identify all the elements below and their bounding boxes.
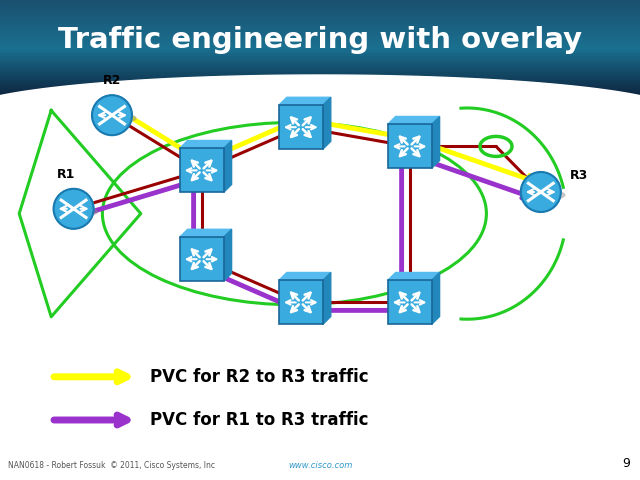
Ellipse shape <box>521 190 564 200</box>
Bar <box>0 90 640 92</box>
Bar <box>0 63 640 65</box>
Bar <box>0 69 640 71</box>
Bar <box>0 7 640 10</box>
Bar <box>0 55 640 57</box>
Bar <box>0 57 640 59</box>
Bar <box>0 72 640 74</box>
Bar <box>0 68 640 70</box>
Bar <box>0 30 640 32</box>
Bar <box>0 61 640 63</box>
Bar <box>0 48 640 51</box>
Bar <box>0 9 640 11</box>
Bar <box>0 80 640 83</box>
Ellipse shape <box>54 207 98 217</box>
Bar <box>0 11 640 12</box>
Bar <box>0 58 640 60</box>
Bar <box>0 86 640 89</box>
Polygon shape <box>323 273 331 324</box>
Bar <box>0 74 640 76</box>
Bar <box>0 52 640 54</box>
Bar <box>0 15 640 17</box>
Bar <box>0 39 640 41</box>
Bar <box>0 42 640 44</box>
Text: R2: R2 <box>103 74 121 87</box>
Bar <box>279 105 323 149</box>
Bar <box>0 66 640 68</box>
Bar <box>0 91 640 94</box>
Bar <box>0 64 640 67</box>
Bar <box>180 148 223 192</box>
Polygon shape <box>431 117 440 168</box>
Bar <box>0 25 640 27</box>
Bar <box>0 22 640 24</box>
Bar <box>0 88 640 90</box>
Polygon shape <box>323 97 331 149</box>
Bar <box>0 44 640 46</box>
Bar <box>0 0 640 1</box>
Polygon shape <box>223 229 232 281</box>
Bar <box>0 14 640 16</box>
Bar <box>388 124 431 168</box>
Polygon shape <box>223 141 232 192</box>
Text: 9: 9 <box>622 457 630 470</box>
Polygon shape <box>279 273 331 280</box>
Bar <box>0 19 640 21</box>
Bar <box>0 47 640 49</box>
Bar <box>0 37 640 39</box>
Circle shape <box>92 95 132 135</box>
Text: NAN0618 - Robert Fossuk  © 2011, Cisco Systems, Inc: NAN0618 - Robert Fossuk © 2011, Cisco Sy… <box>8 461 215 470</box>
Text: www.cisco.com: www.cisco.com <box>288 461 352 470</box>
Bar <box>0 33 640 35</box>
Bar <box>0 75 640 78</box>
Polygon shape <box>180 229 232 237</box>
Circle shape <box>521 172 561 212</box>
Circle shape <box>54 189 93 229</box>
Bar <box>388 280 431 324</box>
Bar <box>0 41 640 43</box>
Text: R3: R3 <box>570 169 588 182</box>
Text: PVC for R1 to R3 traffic: PVC for R1 to R3 traffic <box>150 411 368 429</box>
Bar <box>0 71 640 73</box>
Polygon shape <box>279 97 331 105</box>
Bar <box>0 77 640 79</box>
Bar <box>0 85 640 87</box>
Bar <box>0 4 640 6</box>
Bar <box>180 237 223 281</box>
Polygon shape <box>0 75 640 480</box>
Bar <box>0 53 640 55</box>
Text: Traffic engineering with overlay: Traffic engineering with overlay <box>58 26 582 54</box>
Text: R1: R1 <box>56 168 75 181</box>
Bar <box>0 12 640 14</box>
Bar <box>0 20 640 22</box>
Bar <box>0 28 640 30</box>
Bar <box>0 17 640 19</box>
Polygon shape <box>388 273 440 280</box>
Bar <box>0 3 640 5</box>
Bar <box>0 84 640 85</box>
Bar <box>279 280 323 324</box>
Polygon shape <box>388 117 440 124</box>
Bar <box>0 79 640 81</box>
Bar <box>0 35 640 36</box>
Polygon shape <box>431 273 440 324</box>
Bar <box>0 26 640 28</box>
Ellipse shape <box>92 113 136 123</box>
Bar <box>0 46 640 48</box>
Bar <box>0 6 640 8</box>
Polygon shape <box>180 141 232 148</box>
Bar <box>0 93 640 95</box>
Bar <box>0 31 640 33</box>
Bar <box>0 36 640 38</box>
Bar <box>0 82 640 84</box>
Bar <box>0 50 640 52</box>
Bar <box>0 23 640 25</box>
Text: PVC for R2 to R3 traffic: PVC for R2 to R3 traffic <box>150 368 368 386</box>
Bar <box>0 1 640 3</box>
Bar <box>0 60 640 62</box>
